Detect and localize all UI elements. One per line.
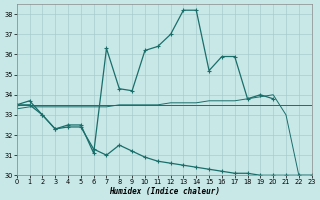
X-axis label: Humidex (Indice chaleur): Humidex (Indice chaleur): [109, 187, 220, 196]
